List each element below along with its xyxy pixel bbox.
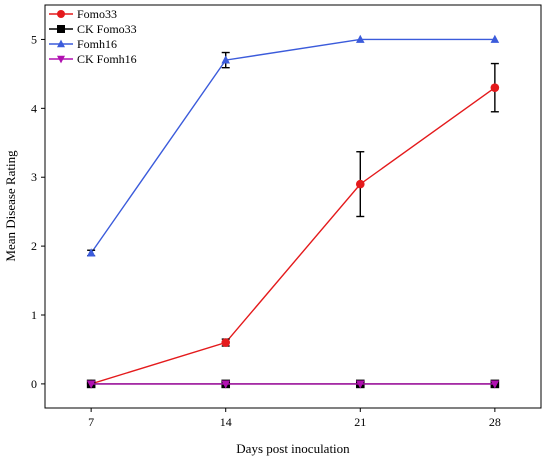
legend-marker [57, 39, 65, 48]
data-point-marker [490, 380, 500, 389]
plot-area-frame [44, 4, 542, 409]
data-point-marker [221, 338, 231, 347]
data-point-marker [490, 83, 500, 92]
legend-label: Fomo33 [77, 7, 117, 21]
data-point-marker [221, 55, 231, 64]
y-tick-label: 3 [31, 170, 37, 184]
y-axis-label: Mean Disease Rating [3, 150, 18, 262]
x-tick-label: 7 [88, 415, 94, 429]
data-point-marker [355, 380, 365, 389]
data-point-marker [86, 380, 96, 389]
series-fomh16 [86, 34, 500, 257]
data-point-marker [221, 380, 231, 389]
data-point-marker [490, 34, 500, 43]
legend-item: Fomo33 [49, 7, 117, 21]
legend-item: Fomh16 [49, 37, 117, 51]
legend-marker [57, 10, 65, 18]
y-tick-label: 1 [31, 308, 37, 322]
data-point-marker [355, 34, 365, 43]
data-point-marker [86, 248, 96, 257]
legend-label: CK Fomo33 [77, 22, 137, 36]
y-tick-label: 4 [31, 101, 37, 115]
legend-label: CK Fomh16 [77, 52, 137, 66]
y-tick-label: 2 [31, 239, 37, 253]
x-tick-label: 14 [220, 415, 232, 429]
x-tick-label: 21 [354, 415, 366, 429]
legend-item: CK Fomh16 [49, 52, 137, 66]
legend-item: CK Fomo33 [49, 22, 137, 36]
y-tick-label: 5 [31, 32, 37, 46]
axis-ticks: 7 14 21 28 0 1 2 3 4 5 [31, 32, 501, 429]
x-tick-label: 28 [489, 415, 501, 429]
data-point-marker [355, 179, 365, 189]
series-line [90, 38, 495, 254]
legend-marker [57, 25, 65, 33]
legend-label: Fomh16 [77, 37, 117, 51]
legend-marker [57, 55, 65, 64]
series-line [90, 87, 496, 385]
series-fomo33 [86, 62, 500, 389]
y-tick-label: 0 [31, 377, 37, 391]
series-layer [86, 34, 500, 389]
x-axis-label: Days post inoculation [236, 441, 350, 456]
series-ck-fomh16 [86, 380, 500, 389]
